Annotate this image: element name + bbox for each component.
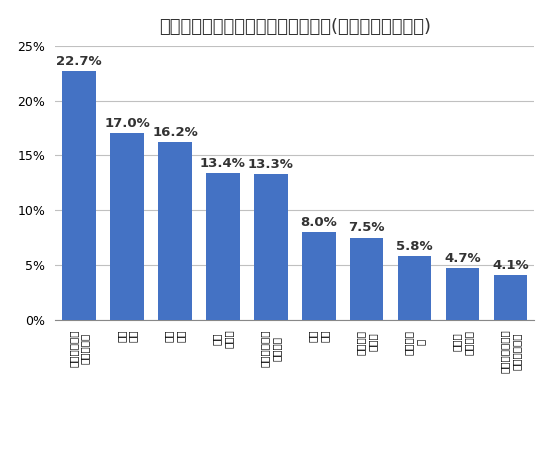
Text: 13.4%: 13.4%: [200, 157, 246, 170]
Text: 4.1%: 4.1%: [492, 259, 529, 271]
Bar: [62, 71, 96, 320]
Text: 4.7%: 4.7%: [444, 252, 481, 265]
Bar: [254, 174, 288, 320]
Text: 8.0%: 8.0%: [300, 216, 337, 229]
Text: 16.2%: 16.2%: [152, 126, 198, 139]
Bar: [494, 275, 527, 320]
Text: 17.0%: 17.0%: [104, 117, 150, 130]
Bar: [110, 133, 144, 320]
Title: 自分の子供が現在行っている習い事(複数回答、上位陣): 自分の子供が現在行っている習い事(複数回答、上位陣): [159, 18, 431, 36]
Text: 13.3%: 13.3%: [248, 158, 294, 171]
Text: 5.8%: 5.8%: [396, 240, 433, 253]
Text: 22.7%: 22.7%: [56, 55, 102, 68]
Bar: [158, 142, 192, 320]
Bar: [206, 173, 240, 320]
Bar: [446, 268, 479, 320]
Bar: [302, 232, 336, 320]
Text: 7.5%: 7.5%: [348, 221, 385, 234]
Bar: [398, 256, 431, 320]
Bar: [350, 238, 383, 320]
